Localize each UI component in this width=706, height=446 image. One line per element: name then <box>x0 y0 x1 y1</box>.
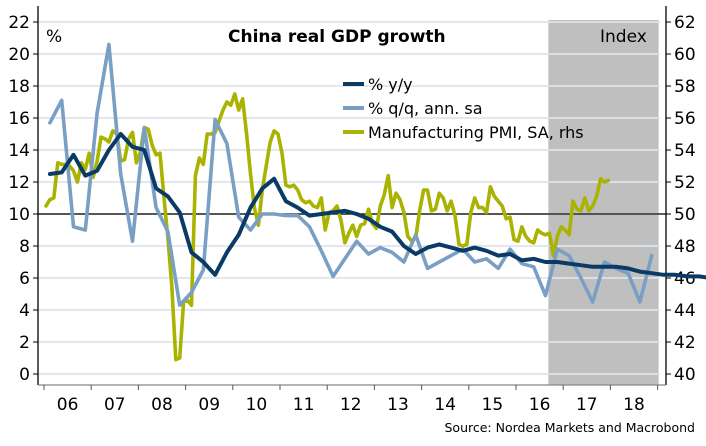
source-note: Source: Nordea Markets and Macrobond <box>444 420 695 435</box>
right-axis-tick-label: 48 <box>674 237 696 257</box>
left-axis-tick-label: 6 <box>19 269 30 289</box>
x-axis-tick-label: 18 <box>623 395 645 415</box>
right-axis-tick-label: 60 <box>674 45 696 65</box>
series-lines <box>44 42 706 362</box>
x-axis-tick-label: 09 <box>198 395 220 415</box>
left-axis-tick-label: 0 <box>19 365 30 385</box>
legend-label-pmi: Manufacturing PMI, SA, rhs <box>368 123 584 142</box>
left-axis-tick-label: 8 <box>19 237 30 257</box>
left-axis-tick-label: 4 <box>19 301 30 321</box>
left-axis-tick-label: 10 <box>8 205 30 225</box>
right-axis-tick-label: 50 <box>674 205 696 225</box>
x-axis-tick-label: 17 <box>576 395 598 415</box>
right-axis-unit: Index <box>600 27 647 47</box>
x-axis-tick-label: 16 <box>529 395 551 415</box>
left-axis-unit: % <box>46 27 62 47</box>
x-axis-tick-label: 07 <box>104 395 126 415</box>
right-axis-tick-label: 58 <box>674 77 696 97</box>
right-axis-tick-label: 40 <box>674 365 696 385</box>
left-axis-tick-label: 20 <box>8 45 30 65</box>
x-axis-tick-label: 12 <box>340 395 362 415</box>
right-axis-tick-label: 44 <box>674 301 696 321</box>
right-axis-tick-label: 52 <box>674 173 696 193</box>
legend-label-yy: % y/y <box>368 75 413 94</box>
left-axis-tick-label: 14 <box>8 141 30 161</box>
left-axis-tick-label: 2 <box>19 333 30 353</box>
left-axis-tick-label: 12 <box>8 173 30 193</box>
legend-label-qq: % q/q, ann. sa <box>368 99 483 118</box>
right-axis-tick-label: 56 <box>674 109 696 129</box>
right-axis-tick-label: 62 <box>674 13 696 33</box>
x-axis-tick-label: 11 <box>293 395 315 415</box>
legend: % y/y % q/q, ann. sa Manufacturing PMI, … <box>343 75 584 142</box>
x-axis-tick-label: 08 <box>151 395 173 415</box>
x-axis-tick-label: 14 <box>434 395 456 415</box>
x-axis-tick-label: 13 <box>387 395 409 415</box>
legend-item-qq: % q/q, ann. sa <box>343 99 483 118</box>
right-axis-tick-label: 46 <box>674 269 696 289</box>
x-axis-tick-label: 15 <box>482 395 504 415</box>
x-axis-tick-label: 06 <box>57 395 79 415</box>
legend-item-yy: % y/y <box>343 75 413 94</box>
axes: 0246810121416182022404244464850525456586… <box>8 6 696 415</box>
chart-title: China real GDP growth <box>228 27 446 47</box>
right-axis-tick-label: 54 <box>674 141 696 161</box>
left-axis-tick-label: 18 <box>8 77 30 97</box>
forecast-shaded-region <box>548 20 659 385</box>
series-line-yy <box>47 132 706 280</box>
left-axis-tick-label: 16 <box>8 109 30 129</box>
right-axis-tick-label: 42 <box>674 333 696 353</box>
left-axis-tick-label: 22 <box>8 13 30 33</box>
series-line-pmi <box>44 92 611 362</box>
x-axis-tick-label: 10 <box>246 395 268 415</box>
legend-item-pmi: Manufacturing PMI, SA, rhs <box>343 123 584 142</box>
